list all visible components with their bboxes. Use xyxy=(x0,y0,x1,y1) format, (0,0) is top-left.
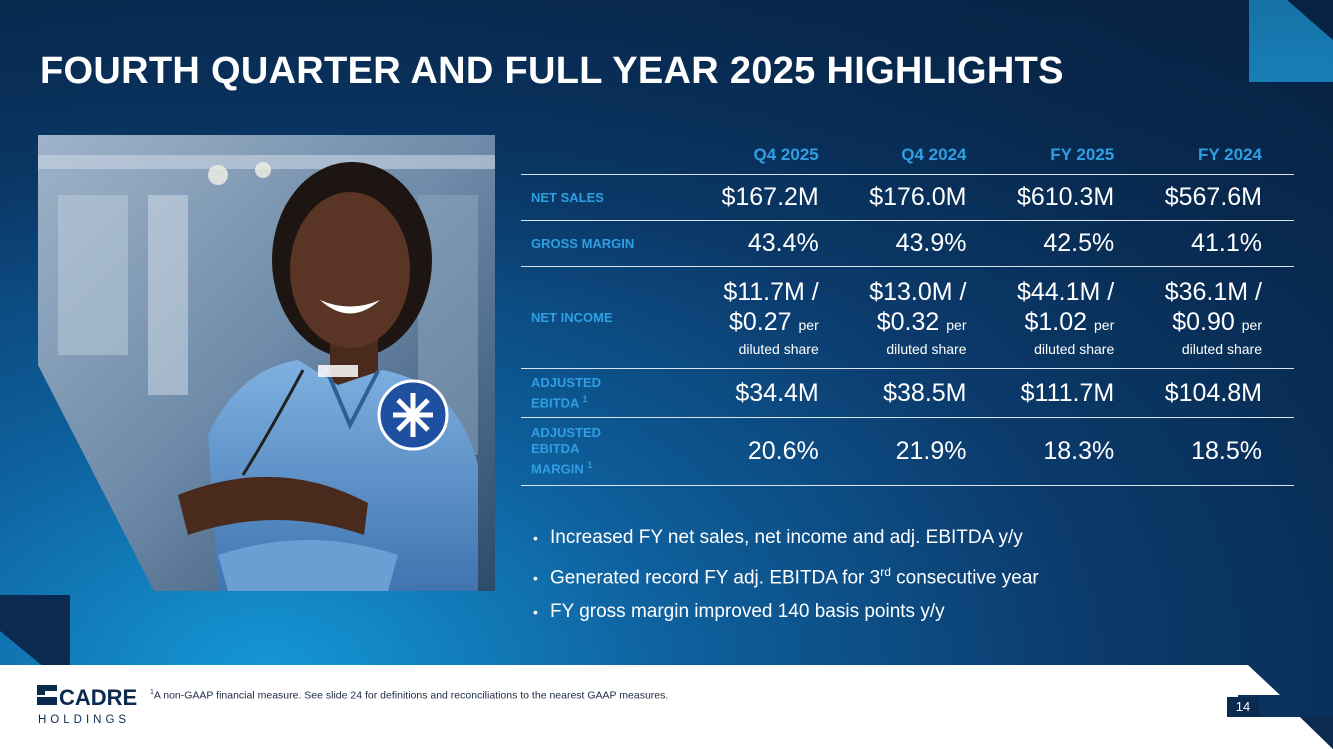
table-cell: $36.1M / $0.90 per diluted share xyxy=(1146,266,1294,369)
table-cell: $610.3M xyxy=(998,174,1147,221)
bullet-item: • Generated record FY adj. EBITDA for 3rd… xyxy=(533,555,1039,595)
net-income-amount: $44.1M / xyxy=(1016,278,1115,306)
column-header-fy-2024: FY 2024 xyxy=(1198,145,1262,164)
table-cell: 43.4% xyxy=(703,220,851,267)
table-header-empty xyxy=(521,138,703,175)
table-cell: $11.7M / $0.27 per diluted share xyxy=(703,266,851,369)
table-cell: $13.0M / $0.32 per diluted share xyxy=(850,266,999,369)
table-cell: 43.9% xyxy=(850,220,999,267)
table-cell: $104.8M xyxy=(1146,368,1294,418)
net-income-amount: $36.1M / xyxy=(1164,278,1262,306)
bullet-text: consecutive year xyxy=(890,567,1039,589)
row-label-gross-margin: GROSS MARGIN xyxy=(521,220,703,267)
table-row-adjusted-ebitda-margin: ADJUSTED EBITDA MARGIN 1 20.6% 21.9% 18.… xyxy=(521,417,1294,486)
bullet-item: • FY gross margin improved 140 basis poin… xyxy=(533,595,1039,629)
paramedic-photo xyxy=(38,135,495,591)
row-label-adjusted-ebitda-margin: ADJUSTED EBITDA MARGIN 1 xyxy=(521,417,703,486)
column-header-fy-2025: FY 2025 xyxy=(1050,145,1115,164)
ordinal-suffix: rd xyxy=(880,565,891,579)
column-header-q4-2024: Q4 2024 xyxy=(901,145,967,164)
logo-wordmark: CADRE xyxy=(59,685,137,710)
table-cell: $567.6M xyxy=(1146,174,1294,221)
net-income-eps-line: $0.90 per xyxy=(1146,307,1262,340)
footnote: 1A non-GAAP financial measure. See slide… xyxy=(150,689,668,702)
bullet-text: Generated record FY adj. EBITDA for 3 xyxy=(550,567,881,589)
table-cell: $44.1M / $1.02 per diluted share xyxy=(998,266,1147,369)
corner-accent-bottom-left xyxy=(0,595,70,667)
bullet-marker: • xyxy=(533,570,538,587)
label-line: EBITDA xyxy=(531,441,580,457)
table-cell: 21.9% xyxy=(850,417,999,486)
diluted-share-text: diluted share xyxy=(1034,341,1115,357)
table-cell: $34.4M xyxy=(703,368,851,418)
cadre-holdings-logo: CADRE HOLDINGS xyxy=(37,685,137,726)
table-row-net-sales: NET SALES $167.2M $176.0M $610.3M $567.6… xyxy=(521,174,1294,221)
net-income-eps: $0.32 xyxy=(876,308,940,336)
financial-highlights-table: Q4 2025 Q4 2024 FY 2025 FY 2024 NET SALE… xyxy=(521,138,1294,486)
label-line: ADJUSTED xyxy=(531,374,602,390)
table-row-net-income: NET INCOME $11.7M / $0.27 per diluted sh… xyxy=(521,266,1294,369)
bullet-text: FY gross margin improved 140 basis point… xyxy=(550,601,945,623)
table-cell: $111.7M xyxy=(998,368,1147,418)
logo-subtitle: HOLDINGS xyxy=(38,714,130,726)
table-cell: 20.6% xyxy=(703,417,851,486)
net-income-eps-line: $0.27 per xyxy=(703,307,819,340)
table-cell: $38.5M xyxy=(850,368,999,418)
footnote-mark: 1 xyxy=(587,460,593,471)
per-text: per xyxy=(1241,317,1262,333)
label-line: EBITDA xyxy=(531,395,579,411)
table-row-gross-margin: GROSS MARGIN 43.4% 43.9% 42.5% 41.1% xyxy=(521,220,1294,267)
table-cell: 41.1% xyxy=(1146,220,1294,267)
footer-background xyxy=(0,665,1333,749)
footnote-mark: 1 xyxy=(150,689,154,696)
highlights-bullet-list: • Increased FY net sales, net income and … xyxy=(533,521,1039,629)
net-income-amount: $13.0M / xyxy=(869,278,967,306)
bullet-marker: • xyxy=(533,604,538,621)
net-income-eps: $0.27 xyxy=(729,308,792,336)
net-income-eps: $0.90 xyxy=(1172,308,1235,336)
footnote-mark: 1 xyxy=(582,393,588,404)
page-number: 14 xyxy=(1227,697,1259,717)
table-cell: $167.2M xyxy=(703,174,851,221)
table-cell: 18.5% xyxy=(1146,417,1294,486)
per-text: per xyxy=(1094,317,1115,333)
net-income-amount: $11.7M / xyxy=(723,278,819,306)
table-cell: 42.5% xyxy=(998,220,1147,267)
net-income-eps-line: $0.32 per xyxy=(851,307,967,340)
bullet-marker: • xyxy=(533,530,538,546)
table-row-adjusted-ebitda: ADJUSTED EBITDA 1 $34.4M $38.5M $111.7M … xyxy=(521,368,1294,418)
table-header-row: Q4 2025 Q4 2024 FY 2025 FY 2024 xyxy=(521,138,1294,175)
page-title: FOURTH QUARTER AND FULL YEAR 2025 HIGHLI… xyxy=(40,50,1064,92)
diluted-share-text: diluted share xyxy=(1181,341,1262,357)
row-label-net-income: NET INCOME xyxy=(521,266,703,369)
net-income-eps: $1.02 xyxy=(1024,308,1088,336)
bullet-text: Increased FY net sales, net income and a… xyxy=(550,527,1023,548)
net-income-eps-line: $1.02 per xyxy=(999,307,1115,340)
footer: CADRE HOLDINGS 1A non-GAAP financial mea… xyxy=(0,665,1333,749)
bullet-item: • Increased FY net sales, net income and … xyxy=(533,521,1039,555)
corner-accent-top-right xyxy=(1249,0,1333,82)
table-cell: 18.3% xyxy=(998,417,1147,486)
per-text: per xyxy=(946,317,967,333)
table-cell: $176.0M xyxy=(850,174,999,221)
diluted-share-text: diluted share xyxy=(738,341,819,357)
per-text: per xyxy=(798,317,819,333)
footnote-text: A non-GAAP financial measure. See slide … xyxy=(153,689,669,702)
label-line: MARGIN xyxy=(531,461,584,477)
diluted-share-text: diluted share xyxy=(886,341,967,357)
row-label-net-sales: NET SALES xyxy=(521,174,703,221)
column-header-q4-2025: Q4 2025 xyxy=(753,145,819,164)
label-line: ADJUSTED xyxy=(531,425,602,441)
row-label-adjusted-ebitda: ADJUSTED EBITDA 1 xyxy=(521,368,703,418)
